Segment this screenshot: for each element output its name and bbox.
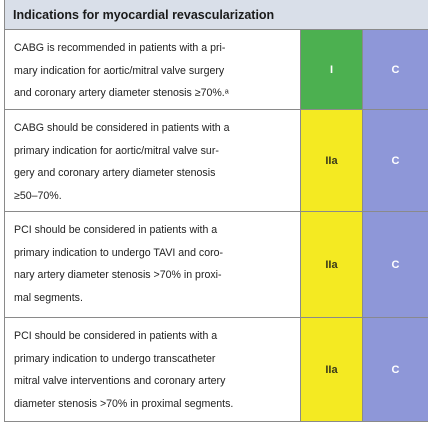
text-line: mary indication for aortic/mitral valve … — [14, 64, 225, 77]
level-cell: C — [363, 318, 428, 421]
text-line: primary indication to undergo transcathe… — [14, 352, 216, 365]
text-line: and coronary artery diameter stenosis ≥7… — [14, 87, 229, 99]
recommendation-table: Indications for myocardial revasculariza… — [4, 0, 428, 422]
text-line: PCI should be considered in patients wit… — [14, 330, 218, 342]
level-cell: C — [363, 212, 428, 317]
table-row: CABG is recommended in patients with a p… — [5, 30, 428, 110]
text-line: CABG should be considered in patients wi… — [14, 122, 230, 134]
text-line: diameter stenosis >70% in proximal segme… — [14, 397, 234, 410]
text-line: primary indication to undergo TAVI and c… — [14, 246, 224, 259]
table-row: CABG should be considered in patients wi… — [5, 110, 428, 212]
recommendation-text: CABG should be considered in patients wi… — [5, 110, 301, 211]
class-cell: IIa — [301, 318, 363, 421]
recommendation-text: PCI should be considered in patients wit… — [5, 212, 301, 317]
text-line: CABG is recommended in patients with a p… — [14, 42, 226, 54]
text-line: mitral valve interventions and coronary … — [14, 375, 226, 387]
class-cell: IIa — [301, 212, 363, 317]
text-line: gery and coronary artery diameter stenos… — [14, 167, 216, 179]
recommendation-text: CABG is recommended in patients with a p… — [5, 30, 301, 109]
recommendation-text: PCI should be considered in patients wit… — [5, 318, 301, 421]
class-cell: IIa — [301, 110, 363, 211]
table-row: PCI should be considered in patients wit… — [5, 318, 428, 421]
text-line: primary indication for aortic/mitral val… — [14, 144, 219, 157]
text-line: PCI should be considered in patients wit… — [14, 224, 218, 236]
table-row: PCI should be considered in patients wit… — [5, 212, 428, 318]
level-cell: C — [363, 30, 428, 109]
text-line: mal segments. — [14, 291, 83, 304]
text-line: ≥50–70%. — [14, 189, 62, 202]
class-cell: I — [301, 30, 363, 109]
level-cell: C — [363, 110, 428, 211]
text-line: nary artery diameter stenosis >70% in pr… — [14, 269, 222, 281]
table-header: Indications for myocardial revasculariza… — [5, 0, 428, 30]
